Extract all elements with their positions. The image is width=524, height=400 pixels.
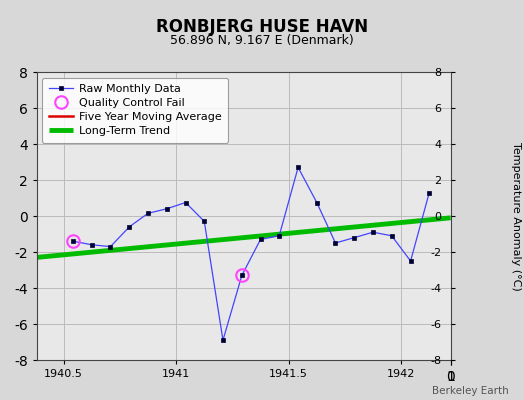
Raw Monthly Data (257, 237, 264, 242)
Raw Monthly Data (332, 240, 339, 245)
Raw Monthly Data (220, 338, 226, 342)
Raw Monthly Data (126, 224, 133, 229)
Raw Monthly Data (370, 230, 376, 234)
Raw Monthly Data (201, 219, 208, 224)
Raw Monthly Data (351, 235, 357, 240)
Text: Temperature Anomaly (°C): Temperature Anomaly (°C) (511, 142, 521, 290)
Raw Monthly Data (107, 244, 114, 249)
Text: 56.896 N, 9.167 E (Denmark): 56.896 N, 9.167 E (Denmark) (170, 34, 354, 46)
Raw Monthly Data (70, 239, 77, 244)
Raw Monthly Data (295, 165, 301, 170)
Raw Monthly Data (426, 190, 432, 195)
Legend: Raw Monthly Data, Quality Control Fail, Five Year Moving Average, Long-Term Tren: Raw Monthly Data, Quality Control Fail, … (42, 78, 228, 142)
Raw Monthly Data (145, 211, 151, 216)
Raw Monthly Data (389, 234, 395, 238)
Raw Monthly Data (314, 200, 320, 205)
Line: Raw Monthly Data: Raw Monthly Data (71, 165, 431, 342)
Text: Berkeley Earth: Berkeley Earth (432, 386, 508, 396)
Raw Monthly Data (408, 258, 414, 263)
Quality Control Fail (239, 273, 245, 278)
Text: RONBJERG HUSE HAVN: RONBJERG HUSE HAVN (156, 18, 368, 36)
Raw Monthly Data (276, 234, 282, 238)
Raw Monthly Data (239, 273, 245, 278)
Line: Quality Control Fail: Quality Control Fail (67, 235, 248, 282)
Raw Monthly Data (163, 206, 170, 211)
Raw Monthly Data (182, 200, 189, 205)
Raw Monthly Data (89, 242, 95, 247)
Quality Control Fail (70, 239, 77, 244)
